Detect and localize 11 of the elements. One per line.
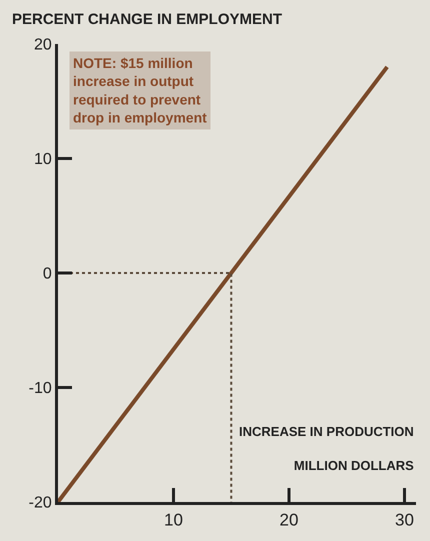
x-tick-label: 10 <box>164 510 183 530</box>
y-tick-label: -10 <box>28 380 52 398</box>
y-tick-label: 20 <box>34 36 52 54</box>
x-tick-label: 20 <box>280 510 298 530</box>
text: INCREASE IN PRODUCTION MILLION DOLLARS <box>239 424 414 473</box>
y-tick-label: 0 <box>42 266 52 283</box>
x-tick-label: 30 <box>394 510 414 530</box>
y-tick-label: -20 <box>28 494 52 512</box>
y-axis-title: PERCENT CHANGE IN EMPLOYMENT <box>12 11 282 28</box>
y-tick-label: 10 <box>34 151 52 168</box>
annotation: NOTE: $15 million increase in output required to prevent drop in employment <box>73 55 208 126</box>
